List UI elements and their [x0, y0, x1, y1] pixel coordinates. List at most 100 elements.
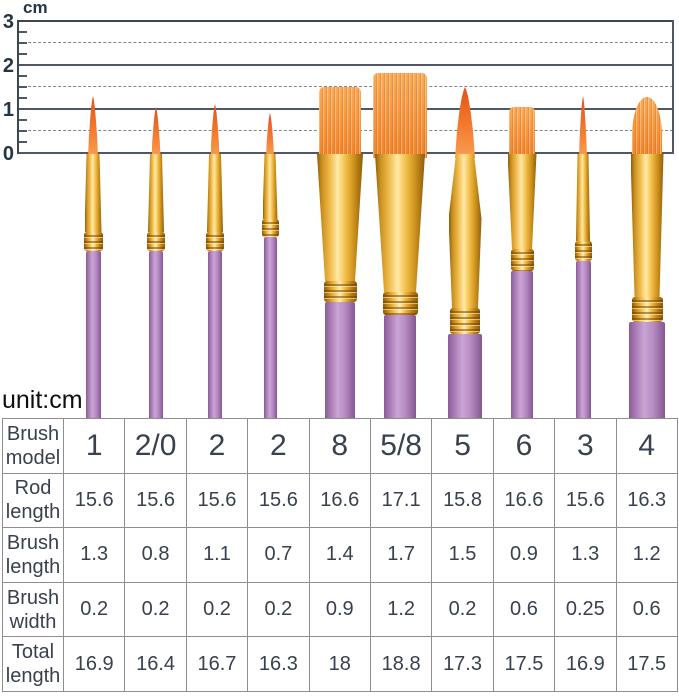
brush-4-bristles-model-2	[266, 113, 274, 158]
brush-1-crimp	[83, 232, 103, 251]
brush-10-bristles-model-4	[632, 97, 662, 158]
value-cell: 17.1	[369, 472, 433, 529]
row-header-cell: Brush model	[2, 418, 64, 474]
measurements-table: Brush model 1 2/0 2 2 8 5/8 5 6 3 4 Rod length 15.6 1…	[2, 418, 678, 692]
brush-5-crimp	[323, 281, 357, 302]
model-cell: 5	[431, 418, 494, 474]
ruler-tick	[19, 130, 27, 132]
value-cell: 16.3	[247, 636, 310, 692]
brush-2-ferrule	[148, 154, 164, 232]
ruler-tick	[19, 86, 27, 88]
ruler-tick	[19, 119, 27, 121]
brush-10-ferrule	[630, 154, 664, 297]
ruler-tick	[19, 31, 27, 33]
brush-1-ferrule	[84, 154, 102, 232]
value-cell: 1.5	[431, 527, 494, 583]
brush-2-handle	[149, 251, 163, 419]
brush-8-crimp	[510, 249, 534, 271]
brush-4-ferrule	[262, 154, 278, 219]
value-cell: 0.9	[492, 527, 556, 583]
value-cell: 16.6	[492, 472, 556, 529]
row-header-cell: Total length	[2, 636, 64, 692]
value-cell: 1.3	[62, 527, 126, 583]
ruler-tick	[19, 97, 27, 99]
value-cell: 16.7	[185, 636, 249, 692]
brush-4-crimp	[261, 219, 279, 237]
ruler-axis-label: 0	[2, 143, 14, 165]
value-cell: 1.7	[369, 527, 433, 583]
value-cell: 1.3	[554, 527, 617, 583]
value-cell: 18.8	[369, 636, 433, 692]
brush-7-crimp-ridges	[450, 308, 480, 334]
brush-4-crimp-ridges	[261, 219, 279, 237]
model-cell: 8	[308, 418, 371, 474]
ruler-gridline-dashed	[18, 86, 673, 87]
brush-6-bristles-model-5-8	[373, 73, 427, 158]
row-header-cell: Brush length	[2, 527, 64, 583]
value-cell: 15.6	[62, 472, 126, 529]
brush-3-bristles-model-2	[210, 104, 220, 158]
model-cell: 1	[62, 418, 126, 474]
brush-6-crimp	[382, 292, 418, 315]
brush-5-crimp-ridges	[323, 281, 357, 302]
value-cell: 0.6	[492, 581, 556, 638]
brush-3-crimp-ridges	[206, 232, 224, 251]
brush-1-handle	[85, 251, 101, 419]
brush-1-crimp-ridges	[83, 232, 103, 251]
value-cell: 16.3	[615, 472, 678, 529]
brush-9-crimp	[574, 241, 592, 261]
brush-6-handle	[384, 315, 416, 419]
brush-9-handle	[575, 261, 591, 419]
ruler-axis-label: 1	[2, 99, 14, 121]
brush-3-ferrule	[207, 154, 223, 232]
brush-2-crimp-ridges	[147, 232, 165, 251]
table-row: Rod length 15.6 15.6 15.6 15.6 16.6 17.1 15.8 16…	[2, 472, 678, 529]
value-cell: 15.6	[124, 472, 187, 529]
value-cell: 1.2	[615, 527, 678, 583]
brush-7-bristles-model-5	[455, 87, 475, 158]
value-cell: 15.6	[247, 472, 310, 529]
ruler-tick	[19, 42, 27, 44]
value-cell: 1.1	[185, 527, 249, 583]
ruler-tick	[19, 75, 27, 77]
brush-5-handle	[325, 302, 355, 419]
brush-2-bristles-model-2-0	[151, 107, 161, 158]
brush-4-handle	[263, 237, 277, 419]
brush-10-crimp-ridges	[631, 297, 663, 322]
table-row: Brush width 0.2 0.2 0.2 0.2 0.9 1.2 0.2 0.6 0.25 0…	[2, 581, 678, 638]
value-cell: 0.25	[554, 581, 617, 638]
table-row: Total length 16.9 16.4 16.7 16.3 18 18.8 17.3 17…	[2, 636, 678, 692]
value-cell: 17.5	[492, 636, 556, 692]
value-cell: 0.7	[247, 527, 310, 583]
value-cell: 17.5	[615, 636, 678, 692]
brush-10-crimp	[631, 297, 663, 322]
brush-6-crimp-ridges	[382, 292, 418, 315]
value-cell: 0.2	[124, 581, 187, 638]
value-cell: 16.4	[124, 636, 187, 692]
ruler-tick	[19, 141, 27, 143]
brush-8-crimp-ridges	[510, 249, 534, 271]
model-cell: 6	[492, 418, 556, 474]
value-cell: 15.8	[431, 472, 494, 529]
row-header-cell: Rod length	[2, 472, 64, 529]
model-cell: 4	[615, 418, 678, 474]
value-cell: 1.2	[369, 581, 433, 638]
value-cell: 0.2	[431, 581, 494, 638]
model-cell: 5/8	[369, 418, 433, 474]
value-cell: 0.9	[308, 581, 371, 638]
value-cell: 0.2	[185, 581, 249, 638]
value-cell: 16.9	[554, 636, 617, 692]
brush-1-bristles-model-1	[88, 96, 98, 158]
value-cell: 16.6	[308, 472, 371, 529]
ruler-unit-label: cm	[23, 0, 48, 17]
ruler-y-axis	[17, 20, 19, 154]
model-cell: 2/0	[124, 418, 187, 474]
model-cell: 3	[554, 418, 617, 474]
brush-10-handle	[629, 322, 665, 419]
brush-9-bristles-model-3	[579, 96, 587, 158]
brush-7-ferrule	[448, 154, 482, 308]
value-cell: 0.8	[124, 527, 187, 583]
brush-2-crimp	[147, 232, 165, 251]
